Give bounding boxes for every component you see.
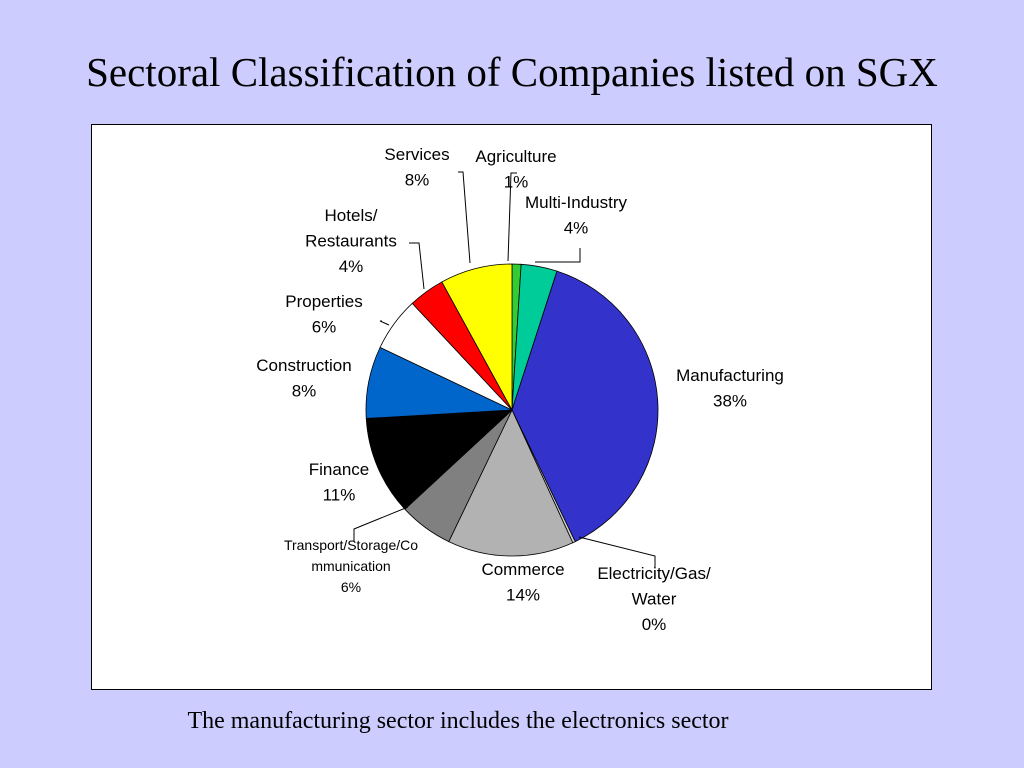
leader-line-multi-industry [535,248,581,263]
slice-label-agriculture: Agriculture 1% [475,147,556,192]
leader-line-agriculture [507,172,517,262]
leader-line-properties [379,320,390,326]
caption-text: The manufacturing sector includes the el… [187,708,729,734]
pie-slice-commerce [448,409,574,557]
leader-line-services [458,171,471,264]
slice-label-services: Services 8% [384,145,449,190]
slice-label-properties: Properties 6% [285,292,362,337]
leader-line-hotels-restaurants [409,242,425,290]
leader-line-electricity-gas-water [578,536,656,567]
slice-label-commerce: Commerce 14% [481,560,564,605]
leader-line-transport-storage-co-mmunication [353,506,409,541]
slice-label-finance: Finance 11% [309,460,369,505]
slice-label-construction: Construction 8% [256,356,351,401]
pie-slice-services [441,263,513,411]
chart-frame: Agriculture 1% Multi-Industry 4% Manufacturi… [91,124,932,690]
page-title: Sectoral Classification of Companies lis… [86,49,938,95]
pie-slice-manufacturing [511,270,659,543]
pie-slice-finance [365,409,514,510]
slice-label-manufacturing: Manufacturing 38% [676,366,784,411]
slice-label-hotels-restaurants: Hotels/Restaurants 4% [305,206,397,276]
pie-chart: Agriculture 1%Multi-Industry 4% Manufacturi… [256,145,784,634]
slice-label-transport-storage-co-mmunication: Transport/Storage/Co mmunication 6% [284,537,418,595]
slice-label-multi-industry: Multi-Industry 4% [525,193,628,238]
slice-label-electricity-gas-water: Electricity/Gas/Water 0% [597,564,711,634]
